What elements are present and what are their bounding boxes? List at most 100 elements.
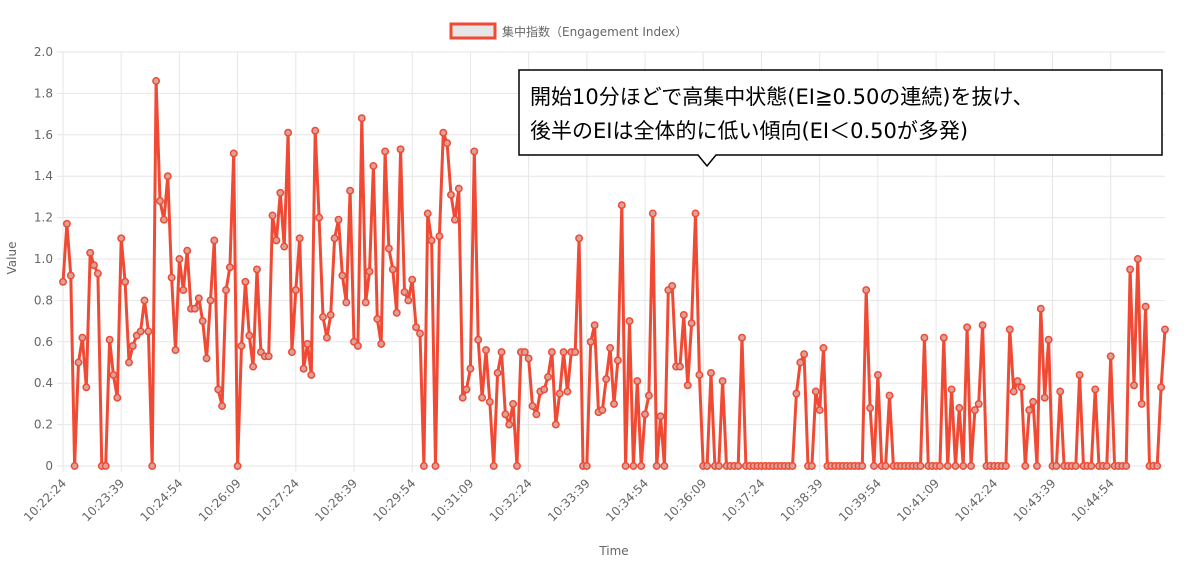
- data-point[interactable]: [520, 348, 529, 357]
- data-point[interactable]: [1005, 325, 1014, 334]
- data-point[interactable]: [1021, 462, 1030, 470]
- data-point[interactable]: [1056, 387, 1065, 396]
- data-point[interactable]: [644, 391, 653, 400]
- data-point[interactable]: [284, 128, 293, 137]
- data-point[interactable]: [967, 462, 975, 470]
- data-point[interactable]: [59, 277, 67, 286]
- data-point[interactable]: [947, 385, 956, 394]
- data-point[interactable]: [268, 211, 277, 220]
- data-point[interactable]: [202, 354, 211, 363]
- data-point[interactable]: [493, 368, 502, 377]
- data-point[interactable]: [245, 331, 254, 340]
- data-point[interactable]: [621, 462, 630, 470]
- data-point[interactable]: [734, 462, 743, 470]
- data-point[interactable]: [272, 236, 281, 245]
- data-point[interactable]: [970, 406, 979, 415]
- data-point[interactable]: [113, 393, 122, 402]
- data-point[interactable]: [1141, 302, 1150, 311]
- data-point[interactable]: [400, 288, 409, 297]
- data-point[interactable]: [575, 234, 584, 243]
- data-point[interactable]: [811, 387, 820, 396]
- data-point[interactable]: [563, 387, 572, 396]
- data-point[interactable]: [478, 393, 487, 402]
- data-point[interactable]: [815, 406, 824, 415]
- data-point[interactable]: [788, 462, 797, 470]
- data-point[interactable]: [598, 406, 607, 415]
- data-point[interactable]: [679, 310, 688, 319]
- data-point[interactable]: [412, 323, 421, 332]
- data-point[interactable]: [513, 462, 521, 470]
- data-point[interactable]: [703, 462, 712, 470]
- data-point[interactable]: [369, 161, 378, 170]
- data-point[interactable]: [241, 277, 250, 286]
- data-point[interactable]: [353, 341, 362, 350]
- data-point[interactable]: [482, 346, 490, 355]
- data-point[interactable]: [311, 126, 320, 135]
- data-point[interactable]: [1040, 393, 1049, 402]
- data-point[interactable]: [613, 356, 622, 365]
- data-point[interactable]: [691, 209, 700, 218]
- data-point[interactable]: [167, 273, 176, 282]
- data-point[interactable]: [392, 308, 401, 317]
- data-point[interactable]: [307, 370, 316, 379]
- data-point[interactable]: [652, 462, 661, 470]
- data-point[interactable]: [606, 344, 615, 352]
- data-point[interactable]: [870, 462, 878, 470]
- data-point[interactable]: [222, 286, 230, 295]
- data-point[interactable]: [489, 462, 498, 470]
- data-point[interactable]: [225, 263, 234, 272]
- data-point[interactable]: [485, 397, 494, 406]
- data-point[interactable]: [171, 346, 180, 355]
- data-point[interactable]: [303, 339, 312, 348]
- data-point[interactable]: [101, 462, 110, 470]
- data-point[interactable]: [233, 462, 242, 470]
- data-point[interactable]: [524, 354, 533, 363]
- data-point[interactable]: [330, 234, 339, 243]
- data-point[interactable]: [497, 348, 506, 357]
- data-point[interactable]: [439, 128, 448, 137]
- data-point[interactable]: [206, 296, 215, 305]
- data-point[interactable]: [509, 399, 518, 408]
- data-point[interactable]: [435, 232, 444, 241]
- data-point[interactable]: [190, 304, 199, 313]
- data-point[interactable]: [152, 77, 161, 85]
- data-point[interactable]: [148, 462, 157, 470]
- data-point[interactable]: [1033, 462, 1041, 470]
- data-point[interactable]: [544, 373, 552, 381]
- data-point[interactable]: [408, 275, 417, 284]
- data-point[interactable]: [416, 329, 424, 338]
- data-point[interactable]: [291, 286, 300, 295]
- data-point[interactable]: [443, 139, 452, 148]
- data-point[interactable]: [819, 344, 828, 352]
- data-point[interactable]: [109, 370, 118, 379]
- data-point[interactable]: [253, 265, 261, 274]
- data-point[interactable]: [738, 333, 746, 342]
- data-point[interactable]: [978, 321, 987, 330]
- data-point[interactable]: [641, 410, 649, 419]
- data-point[interactable]: [586, 337, 595, 346]
- data-point[interactable]: [474, 335, 483, 344]
- data-point[interactable]: [346, 186, 355, 195]
- legend[interactable]: 集中指数（Engagement Index）: [449, 22, 687, 40]
- data-point[interactable]: [532, 410, 541, 419]
- data-point[interactable]: [1025, 406, 1034, 415]
- data-point[interactable]: [280, 242, 289, 251]
- data-point[interactable]: [423, 209, 432, 218]
- data-point[interactable]: [458, 393, 467, 402]
- data-point[interactable]: [163, 172, 172, 181]
- data-point[interactable]: [501, 410, 510, 419]
- data-point[interactable]: [1075, 370, 1084, 379]
- data-point[interactable]: [214, 385, 223, 394]
- data-point[interactable]: [1036, 304, 1045, 313]
- data-point[interactable]: [62, 219, 71, 228]
- data-point[interactable]: [144, 327, 153, 336]
- data-point[interactable]: [427, 236, 436, 245]
- data-point[interactable]: [656, 412, 665, 421]
- data-point[interactable]: [315, 213, 324, 222]
- data-point[interactable]: [357, 114, 366, 123]
- data-point[interactable]: [431, 462, 440, 470]
- data-point[interactable]: [602, 375, 611, 384]
- data-point[interactable]: [718, 377, 727, 386]
- data-point[interactable]: [74, 358, 83, 367]
- data-point[interactable]: [388, 265, 397, 274]
